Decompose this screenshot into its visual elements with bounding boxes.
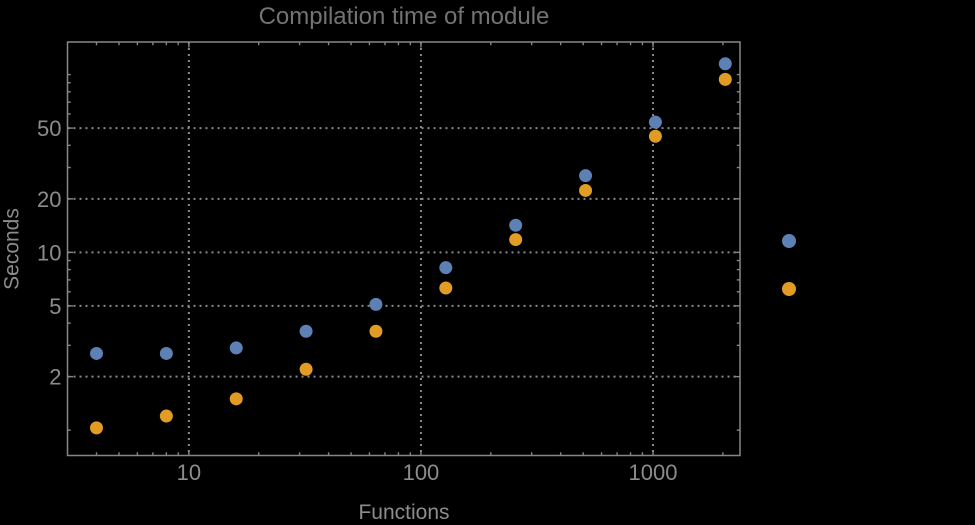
data-point-series-2-x256: [509, 233, 523, 247]
x-tick-label-10: 10: [177, 460, 201, 485]
data-point-series-1-x64: [369, 297, 383, 311]
data-point-series-1-x256: [509, 218, 523, 232]
data-point-series-1-x8: [159, 346, 173, 360]
data-point-series-1-x16: [229, 341, 243, 355]
legend-marker-series-2: [782, 282, 796, 296]
y-tick-label-5: 5: [49, 294, 61, 319]
data-point-series-1-x2048: [718, 57, 732, 71]
data-point-series-2-x16: [229, 392, 243, 406]
data-point-series-1-x512: [579, 169, 593, 183]
x-axis-label: Functions: [358, 501, 450, 524]
data-point-series-1-x1024: [648, 115, 662, 129]
data-point-series-1-x128: [439, 261, 453, 275]
y-axis-label: Seconds: [0, 208, 24, 290]
y-tick-label-50: 50: [37, 116, 61, 141]
data-point-series-2-x2048: [718, 72, 732, 86]
data-point-series-1-x4: [89, 346, 103, 360]
data-point-series-2-x64: [369, 324, 383, 338]
data-point-series-2-x32: [299, 362, 313, 376]
data-point-series-2-x8: [159, 409, 173, 423]
x-tick-label-100: 100: [403, 460, 440, 485]
plot-frame: [66, 41, 741, 457]
y-tick-label-10: 10: [37, 240, 61, 265]
data-point-series-2-x1024: [648, 129, 662, 143]
data-point-series-2-x4: [89, 421, 103, 435]
data-point-series-1-x32: [299, 324, 313, 338]
chart-title: Compilation time of module: [258, 3, 550, 30]
y-tick-label-2: 2: [49, 365, 61, 390]
x-tick-label-1000: 1000: [629, 460, 678, 485]
y-tick-label-20: 20: [37, 187, 61, 212]
data-point-series-2-x512: [579, 183, 593, 197]
legend-marker-series-1: [782, 234, 796, 248]
data-point-series-2-x128: [439, 281, 453, 295]
